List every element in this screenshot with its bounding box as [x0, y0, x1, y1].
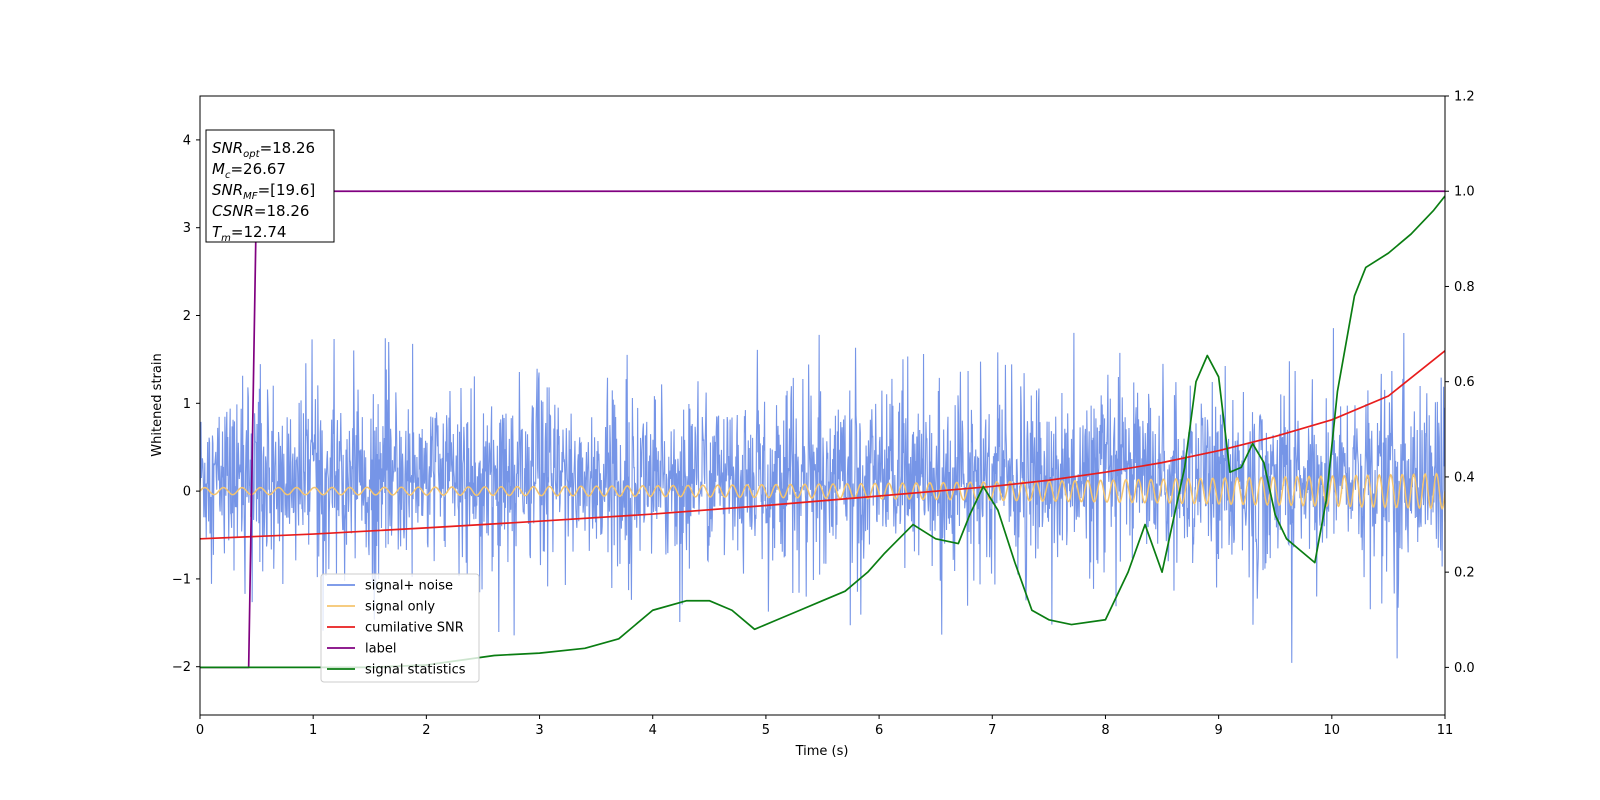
- y2-tick-label: 1.2: [1454, 90, 1475, 105]
- x-tick-label: 11: [1437, 723, 1454, 738]
- legend-label: signal only: [365, 600, 435, 615]
- annotation-frame: [205, 129, 335, 243]
- legend-item-cumilative-snr: cumilative SNR: [327, 621, 464, 636]
- y-tick-label: 0: [183, 485, 191, 500]
- series-signal-statistics: [200, 195, 1445, 669]
- legend-item-label: label: [327, 642, 396, 657]
- legend-label: signal+ noise: [365, 579, 453, 594]
- annotation-line: CSNR=18.26: [212, 202, 309, 220]
- legend-label: cumilative SNR: [365, 621, 464, 636]
- y-axis-title: Whitened strain: [150, 353, 165, 456]
- annotation-line: SNRMF=[19.6]: [212, 181, 315, 202]
- legend-frame: [320, 573, 480, 683]
- legend-item-signal-noise: signal+ noise: [327, 579, 453, 594]
- y-tick-label: 2: [183, 309, 191, 324]
- legend-item-signal-only: signal only: [327, 600, 435, 615]
- y2-tick-label: 0.0: [1454, 661, 1475, 676]
- series-line-cumilative-snr: [200, 350, 1445, 540]
- y-axis-right: 0.0 0.2 0.4 0.6 0.8 1.0 1.2: [1445, 90, 1475, 676]
- series-line-signal-noise: [200, 328, 1445, 663]
- annotation-line: Tm=12.74: [212, 223, 286, 244]
- x-tick-label: 3: [535, 723, 543, 738]
- y-axis-left: −2 −1 0 1 2 3 4: [172, 133, 200, 675]
- x-tick-label: 1: [309, 723, 317, 738]
- y2-tick-label: 1.0: [1454, 185, 1475, 200]
- x-tick-label: 7: [988, 723, 996, 738]
- x-tick-label: 9: [1214, 723, 1222, 738]
- y-tick-label: −2: [172, 660, 191, 675]
- series-line-signal-statistics: [200, 195, 1445, 669]
- y2-tick-label: 0.2: [1454, 566, 1475, 581]
- y-tick-label: 1: [183, 397, 191, 412]
- series-layer: [200, 190, 1445, 669]
- x-tick-label: 10: [1324, 723, 1341, 738]
- y-tick-label: −1: [172, 572, 191, 587]
- legend-label: label: [365, 642, 396, 657]
- x-tick-label: 0: [196, 723, 204, 738]
- series-cumilative-snr: [200, 350, 1445, 540]
- annotation-line: SNRopt=18.26: [212, 139, 315, 160]
- y-tick-label: 4: [183, 133, 191, 148]
- x-tick-label: 2: [422, 723, 430, 738]
- y2-tick-label: 0.4: [1454, 470, 1475, 485]
- legend-item-signal-statistics: signal statistics: [327, 663, 466, 678]
- y2-tick-label: 0.6: [1454, 375, 1475, 390]
- y-tick-label: 3: [183, 221, 191, 236]
- series-line-signal-only: [200, 472, 1445, 510]
- legend-label: signal statistics: [365, 663, 466, 678]
- x-axis: 0 1 2 3 4 5 6 7 8 9 10 11: [196, 715, 1453, 738]
- legend: signal+ noise signal only cumilative SNR la…: [320, 573, 480, 683]
- annotation-line: Mc=26.67: [212, 160, 286, 181]
- x-tick-label: 4: [649, 723, 657, 738]
- x-tick-label: 5: [762, 723, 770, 738]
- x-tick-label: 8: [1101, 723, 1109, 738]
- x-axis-title: Time (s): [795, 744, 849, 759]
- y2-tick-label: 0.8: [1454, 280, 1475, 295]
- plot-frame: [199, 95, 1446, 716]
- annotation-box: SNRopt=18.26Mc=26.67SNRMF=[19.6]CSNR=18.…: [205, 129, 335, 244]
- x-tick-label: 6: [875, 723, 883, 738]
